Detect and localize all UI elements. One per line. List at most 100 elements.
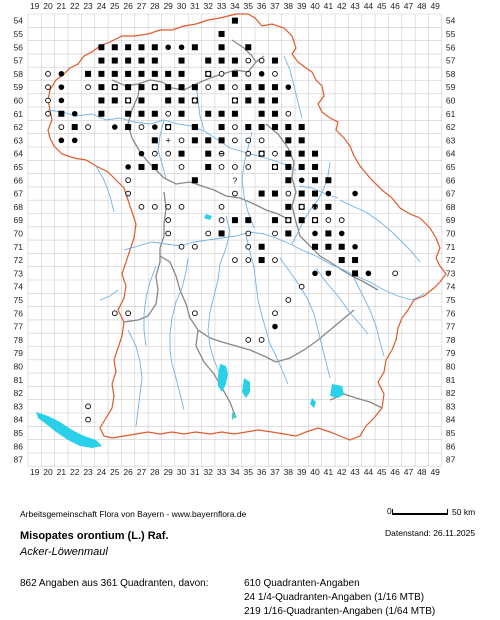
record-open-circle (192, 310, 198, 317)
record-dot (338, 230, 345, 237)
data-date: Datenstand: 26.11.2025 (385, 528, 476, 538)
record-triangle (325, 270, 332, 277)
row-label-right: 59 (446, 82, 456, 92)
record-open-circle (285, 110, 292, 117)
row-label-right: 77 (446, 322, 456, 332)
record-open-circle (125, 310, 131, 317)
col-label-bottom: 32 (203, 467, 213, 477)
col-label-top: 22 (70, 1, 80, 11)
record-square (111, 70, 118, 77)
record-dot (178, 44, 185, 51)
record-open-circle (245, 257, 252, 263)
record-square (205, 57, 212, 64)
record-square (138, 44, 145, 51)
record-square (352, 270, 359, 277)
record-open-circle (45, 84, 51, 91)
record-square (165, 97, 172, 104)
col-label-bottom: 31 (190, 467, 200, 477)
record-square (191, 177, 198, 184)
record-open-circle (232, 137, 238, 144)
record-open-circle (285, 297, 292, 303)
col-label-bottom: 45 (377, 467, 387, 477)
record-dot (352, 243, 358, 250)
row-label-right: 65 (446, 162, 456, 172)
record-open-circle (165, 204, 172, 210)
record-open-circle (218, 164, 225, 170)
record-open-circle (338, 217, 345, 224)
record-square (125, 44, 132, 51)
record-dot (285, 124, 292, 130)
col-label-bottom: 23 (83, 467, 93, 477)
col-label-bottom: 39 (297, 467, 307, 477)
record-dot (152, 124, 158, 130)
record-open-circle (111, 310, 118, 317)
record-dot (352, 190, 358, 197)
record-square (111, 44, 118, 51)
record-dot (298, 164, 305, 170)
record-open-circle (218, 70, 225, 77)
record-square (258, 243, 265, 250)
record-open-circle (272, 230, 278, 237)
record-dot (365, 270, 372, 277)
record-open-circle (218, 217, 225, 224)
record-square (205, 150, 212, 157)
row-label-left: 76 (14, 308, 24, 318)
record-square (125, 57, 132, 64)
row-label-left: 71 (14, 242, 24, 252)
record-open-circle (285, 190, 292, 197)
record-open-circle (258, 150, 265, 157)
record-open-circle (125, 177, 131, 184)
record-square (98, 70, 105, 77)
col-label-top: 21 (57, 1, 67, 11)
record-open-circle (165, 150, 172, 157)
row-label-left: 60 (14, 95, 24, 105)
col-label-bottom: 35 (244, 467, 254, 477)
record-question: ? (233, 176, 238, 185)
scale-start: 0 (387, 506, 392, 516)
record-square (271, 97, 278, 104)
record-square (58, 110, 65, 117)
record-open-circle (58, 124, 65, 130)
row-label-left: 70 (14, 228, 24, 238)
record-square (231, 17, 238, 24)
record-square (165, 84, 172, 91)
col-label-top: 46 (390, 1, 400, 11)
stats-quarter: 24 1/4-Quadranten-Angaben (1/16 MTB) (244, 592, 425, 603)
record-open-circle (192, 243, 198, 250)
record-square (218, 124, 225, 131)
record-square (285, 163, 292, 170)
row-label-left: 66 (14, 175, 24, 185)
record-square (191, 84, 198, 91)
record-triangle (312, 204, 319, 210)
row-label-right: 58 (446, 69, 456, 79)
map-grid (27, 13, 443, 467)
record-dot (138, 150, 145, 157)
record-open-circle (125, 97, 131, 104)
record-open-circle (245, 150, 252, 157)
col-label-top: 25 (110, 1, 120, 11)
record-open-circle (392, 270, 398, 277)
row-label-right: 68 (446, 202, 456, 212)
record-open-circle (165, 124, 172, 130)
row-label-right: 67 (446, 189, 456, 199)
record-square (218, 84, 225, 91)
record-dot (125, 84, 131, 90)
record-square (245, 84, 252, 91)
record-square (245, 44, 252, 51)
record-dot (352, 257, 358, 263)
row-label-right: 66 (446, 175, 456, 185)
col-label-bottom: 34 (230, 467, 240, 477)
record-square (298, 150, 305, 157)
record-open-circle (151, 204, 158, 210)
row-label-right: 61 (446, 109, 456, 119)
record-square (245, 217, 252, 224)
record-open-circle (258, 57, 265, 64)
record-open-circle (218, 204, 225, 210)
row-label-left: 83 (14, 401, 24, 411)
row-label-right: 86 (446, 441, 456, 451)
col-label-bottom: 41 (324, 467, 334, 477)
record-square (178, 150, 185, 157)
record-open-circle (272, 257, 278, 263)
record-dot (338, 243, 345, 250)
